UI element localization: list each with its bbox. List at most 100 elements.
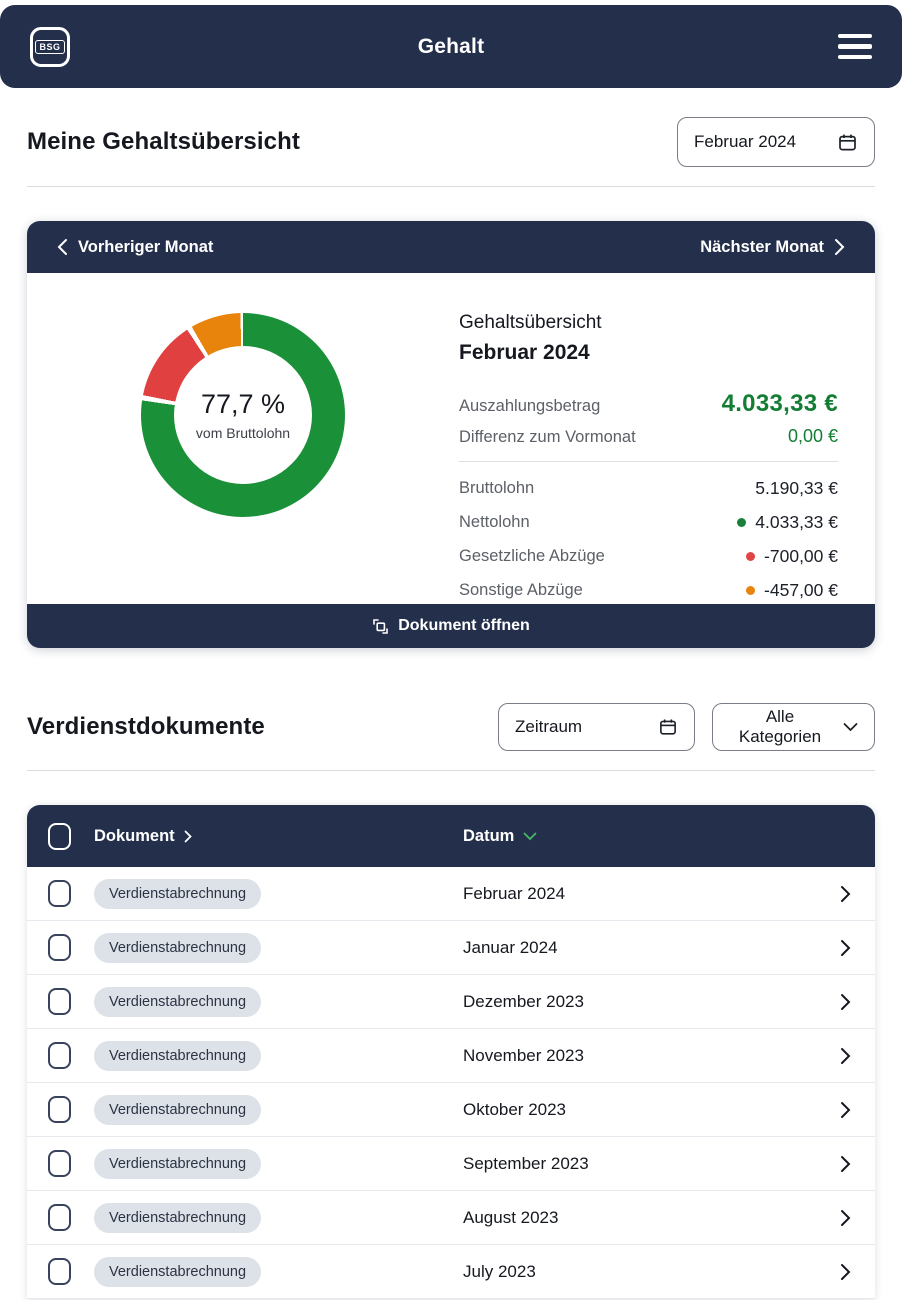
chevron-right-icon[interactable] [840,1263,851,1281]
document-date: November 2023 [463,1045,584,1065]
breakdown-label: Bruttolohn [459,479,535,497]
table-header-row: Dokument Datum [27,805,875,867]
month-picker-value: Februar 2024 [694,132,797,151]
row-checkbox[interactable] [48,988,71,1015]
previous-month-label: Vorheriger Monat [78,237,214,256]
chevron-right-icon [184,830,192,843]
open-document-label: Dokument öffnen [398,617,530,634]
select-all-checkbox[interactable] [48,822,71,850]
document-type-badge: Verdienstabrechnung [94,986,262,1017]
open-document-icon [372,618,389,635]
column-header-datum[interactable]: Datum [463,827,831,846]
menu-icon[interactable] [838,33,872,60]
document-type-badge: Verdienstabrechnung [94,1256,262,1287]
chevron-left-icon [57,238,68,256]
period-filter-button[interactable]: Zeitraum [498,703,695,751]
document-date: Oktober 2023 [463,1099,567,1119]
table-row[interactable]: Verdienstabrechnung Dezember 2023 [27,975,875,1029]
table-row[interactable]: Verdienstabrechnung Januar 2024 [27,921,875,975]
period-filter-label: Zeitraum [515,717,583,736]
row-checkbox[interactable] [48,934,71,961]
category-filter-dropdown[interactable]: Alle Kategorien [712,703,875,751]
breakdown-value: -700,00 € [764,546,838,566]
breakdown-value: 4.033,33 € [755,512,838,532]
legend-dot-icon [737,518,747,527]
overview-heading: Meine Gehaltsübersicht [27,128,300,155]
month-picker-button[interactable]: Februar 2024 [677,117,875,167]
document-date: Februar 2024 [463,883,566,903]
next-month-button[interactable]: Nächster Monat [700,238,845,257]
column-header-dokument[interactable]: Dokument [94,827,463,846]
document-date: August 2023 [463,1207,559,1227]
breakdown-value: 5.190,33 € [755,478,838,498]
previous-month-button[interactable]: Vorheriger Monat [57,238,213,257]
app-header: BSG Gehalt [0,5,902,88]
legend-dot-icon [746,552,756,561]
documents-table: Dokument Datum Verdienstabrechnung Febru… [27,805,875,1299]
row-checkbox[interactable] [48,1042,71,1069]
chevron-right-icon[interactable] [840,1155,851,1173]
donut-sublabel: vom Bruttolohn [195,425,291,441]
open-document-button[interactable]: Dokument öffnen [27,604,875,648]
page-title: Gehalt [417,34,485,58]
chevron-right-icon[interactable] [840,1047,851,1065]
chevron-right-icon[interactable] [840,993,851,1011]
table-row[interactable]: Verdienstabrechnung July 2023 [27,1245,875,1299]
donut-percentage: 77,7 % [200,389,286,419]
document-date: September 2023 [463,1153,589,1173]
divider [27,186,875,187]
document-type-badge: Verdienstabrechnung [94,1094,262,1125]
row-checkbox[interactable] [48,1150,71,1177]
detail-title: Gehaltsübersicht [459,312,602,333]
diff-value: 0,00 € [787,426,838,446]
divider [27,770,875,771]
breakdown-value: -457,00 € [764,580,838,600]
calendar-icon [658,717,678,737]
donut-ring: 77,7 % vom Bruttolohn [141,313,345,517]
breakdown-label: Sonstige Abzüge [459,581,583,599]
chevron-right-icon[interactable] [840,1101,851,1119]
category-filter-label: Alle Kategorien [738,707,822,746]
document-type-badge: Verdienstabrechnung [94,878,262,909]
breakdown-label: Gesetzliche Abzüge [459,547,605,565]
salary-detail-panel: Gehaltsübersicht Februar 2024 Auszahlung… [459,273,875,604]
detail-month: Februar 2024 [459,341,590,364]
divider [459,461,838,462]
row-checkbox[interactable] [48,1204,71,1231]
app-logo-text: BSG [35,39,65,54]
row-checkbox[interactable] [48,1258,71,1285]
document-date: Dezember 2023 [463,991,584,1011]
document-date: July 2023 [463,1261,536,1281]
salary-overview-card: Vorheriger Monat Nächster Monat 77,7 % v… [27,221,875,648]
chevron-right-icon[interactable] [840,939,851,957]
breakdown-row: Gesetzliche Abzüge -700,00 € [459,546,838,567]
calendar-icon [837,132,858,153]
chevron-right-icon[interactable] [840,1209,851,1227]
app-logo[interactable]: BSG [30,26,70,67]
breakdown-row: Bruttolohn 5.190,33 € [459,478,838,499]
table-row[interactable]: Verdienstabrechnung Oktober 2023 [27,1083,875,1137]
table-row[interactable]: Verdienstabrechnung November 2023 [27,1029,875,1083]
document-type-badge: Verdienstabrechnung [94,1040,262,1071]
chevron-right-icon [834,238,845,256]
main-content: Meine Gehaltsübersicht Februar 2024 Vorh… [0,88,902,1299]
document-type-badge: Verdienstabrechnung [94,932,262,963]
row-checkbox[interactable] [48,1096,71,1123]
table-body: Verdienstabrechnung Februar 2024 Verdien… [27,867,875,1299]
card-month-nav: Vorheriger Monat Nächster Monat [27,221,875,273]
payout-label: Auszahlungsbetrag [459,397,601,415]
next-month-label: Nächster Monat [700,237,824,256]
chevron-down-icon [843,722,858,732]
table-row[interactable]: Verdienstabrechnung Februar 2024 [27,867,875,921]
row-checkbox[interactable] [48,880,71,907]
table-row[interactable]: Verdienstabrechnung September 2023 [27,1137,875,1191]
table-row[interactable]: Verdienstabrechnung August 2023 [27,1191,875,1245]
document-type-badge: Verdienstabrechnung [94,1202,262,1233]
document-type-badge: Verdienstabrechnung [94,1148,262,1179]
chevron-right-icon[interactable] [840,885,851,903]
salary-donut-chart: 77,7 % vom Bruttolohn [27,273,459,604]
documents-heading: Verdienstdokumente [27,713,265,740]
legend-dot-icon [746,586,756,595]
salary-breakdown-list: Bruttolohn 5.190,33 € Nettolohn 4.033,33 € G… [459,478,838,601]
sort-chevron-down-icon [523,832,537,841]
